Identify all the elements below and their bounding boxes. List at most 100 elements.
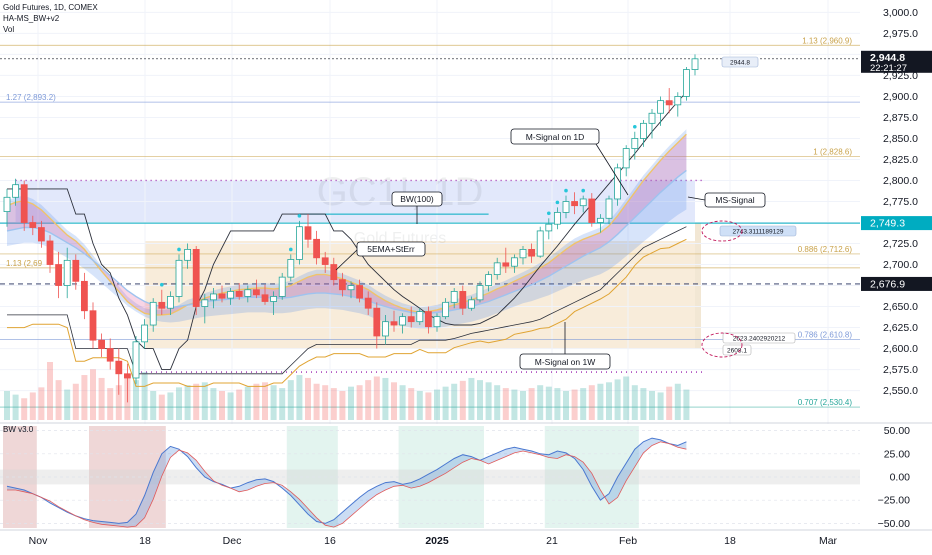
volume-bar-63 — [545, 386, 552, 420]
volume-bar-34 — [296, 375, 303, 420]
volume-bar-11 — [98, 377, 105, 420]
time-tick-5[interactable]: 21 — [546, 535, 558, 547]
volume-bar-57 — [494, 385, 501, 420]
tag-2944-box — [721, 56, 759, 68]
volume-bar-73 — [631, 385, 638, 420]
candle-body-30 — [261, 294, 269, 302]
m-signal-1w-line — [7, 226, 687, 375]
candle-body-44 — [381, 321, 389, 337]
candle-body-41 — [356, 285, 364, 299]
osc-tick-0[interactable]: 50.00 — [884, 425, 910, 437]
volume-bar-75 — [649, 391, 655, 420]
time-tick-4[interactable]: 2025 — [425, 535, 449, 547]
price-tick-5[interactable]: 2,875.0 — [883, 112, 918, 124]
price-tick-18[interactable]: 2,550.0 — [883, 385, 918, 397]
candle-body-31 — [270, 296, 278, 302]
signal-dot-8 — [633, 124, 637, 129]
candle-body-64 — [554, 212, 561, 225]
m-signal-1d-line — [7, 91, 687, 371]
volume-bar-40 — [348, 386, 354, 420]
osc-legend-label[interactable]: BW v3.0 — [3, 425, 34, 434]
time-tick-8[interactable]: Mar — [819, 535, 838, 547]
time-tick-1[interactable]: 18 — [139, 535, 151, 547]
tag-2743: 2743.3111189129 — [733, 229, 784, 236]
price-tag-2749[interactable] — [861, 216, 932, 231]
ema-sterr-label: 5EMA+StErr — [367, 244, 415, 254]
price-tick-15[interactable]: 2,625.0 — [883, 322, 918, 334]
time-tick-2[interactable]: Dec — [223, 535, 242, 547]
candle-body-24 — [209, 293, 217, 301]
candle-body-27 — [235, 291, 243, 297]
signal-dot-3 — [297, 214, 302, 218]
volume-bar-4 — [38, 387, 45, 420]
volume-bar-32 — [279, 388, 286, 420]
volume-bar-66 — [571, 389, 578, 420]
osc-tick-3[interactable]: −25.00 — [878, 495, 911, 507]
ms-signal-band — [7, 129, 687, 329]
legend-symbol[interactable]: Gold Futures, 1D, COMEX — [3, 3, 98, 12]
candle-body-39 — [338, 279, 346, 291]
osc-tick-4[interactable]: −50.00 — [878, 518, 911, 530]
volume-bar-33 — [287, 380, 294, 420]
price-tick-4[interactable]: 2,900.0 — [883, 91, 918, 103]
candle-body-34 — [295, 226, 303, 260]
candle-body-10 — [89, 310, 97, 341]
price-tick-6[interactable]: 2,850.0 — [883, 133, 918, 145]
osc-tick-1[interactable]: 25.00 — [884, 448, 910, 460]
candle-body-43 — [373, 307, 381, 337]
legend: Gold Futures, 1D, COMEX HA-MS_BW+v2 Vol — [3, 2, 98, 35]
price-tag-2676[interactable] — [861, 276, 932, 291]
candle-body-73 — [631, 138, 639, 149]
candle-body-75 — [648, 112, 656, 124]
volume-bar-25 — [219, 391, 225, 420]
legend-indicator[interactable]: HA-MS_BW+v2 — [3, 14, 60, 23]
volume-bar-48 — [416, 391, 423, 420]
price-tick-16[interactable]: 2,600.0 — [883, 343, 918, 355]
price-tick-17[interactable]: 2,575.0 — [883, 364, 918, 376]
candle-body-15 — [132, 341, 140, 379]
price-tick-1[interactable]: 2,975.0 — [883, 28, 918, 40]
price-tick-8[interactable]: 2,800.0 — [883, 175, 918, 187]
candle-body-59 — [510, 257, 518, 267]
candle-body-12 — [106, 348, 114, 362]
volume-bar-9 — [81, 375, 88, 420]
m-signal-1w-label: M-Signal on 1W — [535, 357, 595, 367]
volume-bar-59 — [511, 389, 518, 420]
time-tick-7[interactable]: 18 — [724, 535, 736, 547]
volume-bar-72 — [623, 376, 630, 420]
candle-body-0 — [3, 196, 11, 212]
volume-bar-16 — [141, 372, 148, 420]
time-tick-6[interactable]: Feb — [619, 535, 637, 547]
volume-bar-70 — [606, 382, 612, 420]
price-tick-3[interactable]: 2,925.0 — [883, 70, 918, 82]
price-tick-12[interactable]: 2,700.0 — [883, 259, 918, 271]
volume-bar-38 — [330, 388, 337, 420]
fib-label-5: 0.786 (2,610.8) — [798, 330, 853, 339]
fib-label-2: 1 (2,828.6) — [813, 147, 852, 156]
osc-tick-2[interactable]: 0.00 — [890, 472, 911, 484]
price-tick-14[interactable]: 2,650.0 — [883, 301, 918, 313]
volume-bar-56 — [485, 382, 492, 420]
price-tick-0[interactable]: 3,000.0 — [883, 7, 918, 19]
legend-volume[interactable]: Vol — [3, 25, 15, 34]
volume-bar-18 — [158, 394, 165, 420]
tag-2944: 2944.8 — [730, 60, 750, 67]
time-tick-3[interactable]: 16 — [324, 535, 336, 547]
candle-body-16 — [141, 324, 149, 343]
time-tick-0[interactable]: Nov — [29, 535, 48, 547]
price-tick-7[interactable]: 2,825.0 — [883, 154, 918, 166]
tag-2608: 2608.1 — [727, 348, 747, 355]
candle-body-51 — [442, 301, 450, 318]
last-price-tag[interactable] — [861, 50, 932, 73]
volume-bar-2 — [21, 398, 28, 420]
osc-neutral-band — [0, 469, 860, 485]
price-tick-9[interactable]: 2,775.0 — [883, 196, 918, 208]
volume-bar-45 — [391, 382, 397, 420]
volume-bar-78 — [674, 383, 681, 420]
price-tick-11[interactable]: 2,725.0 — [883, 238, 918, 250]
volume-bar-22 — [193, 383, 200, 420]
candle-body-14 — [124, 373, 131, 379]
candle-body-76 — [657, 100, 664, 114]
